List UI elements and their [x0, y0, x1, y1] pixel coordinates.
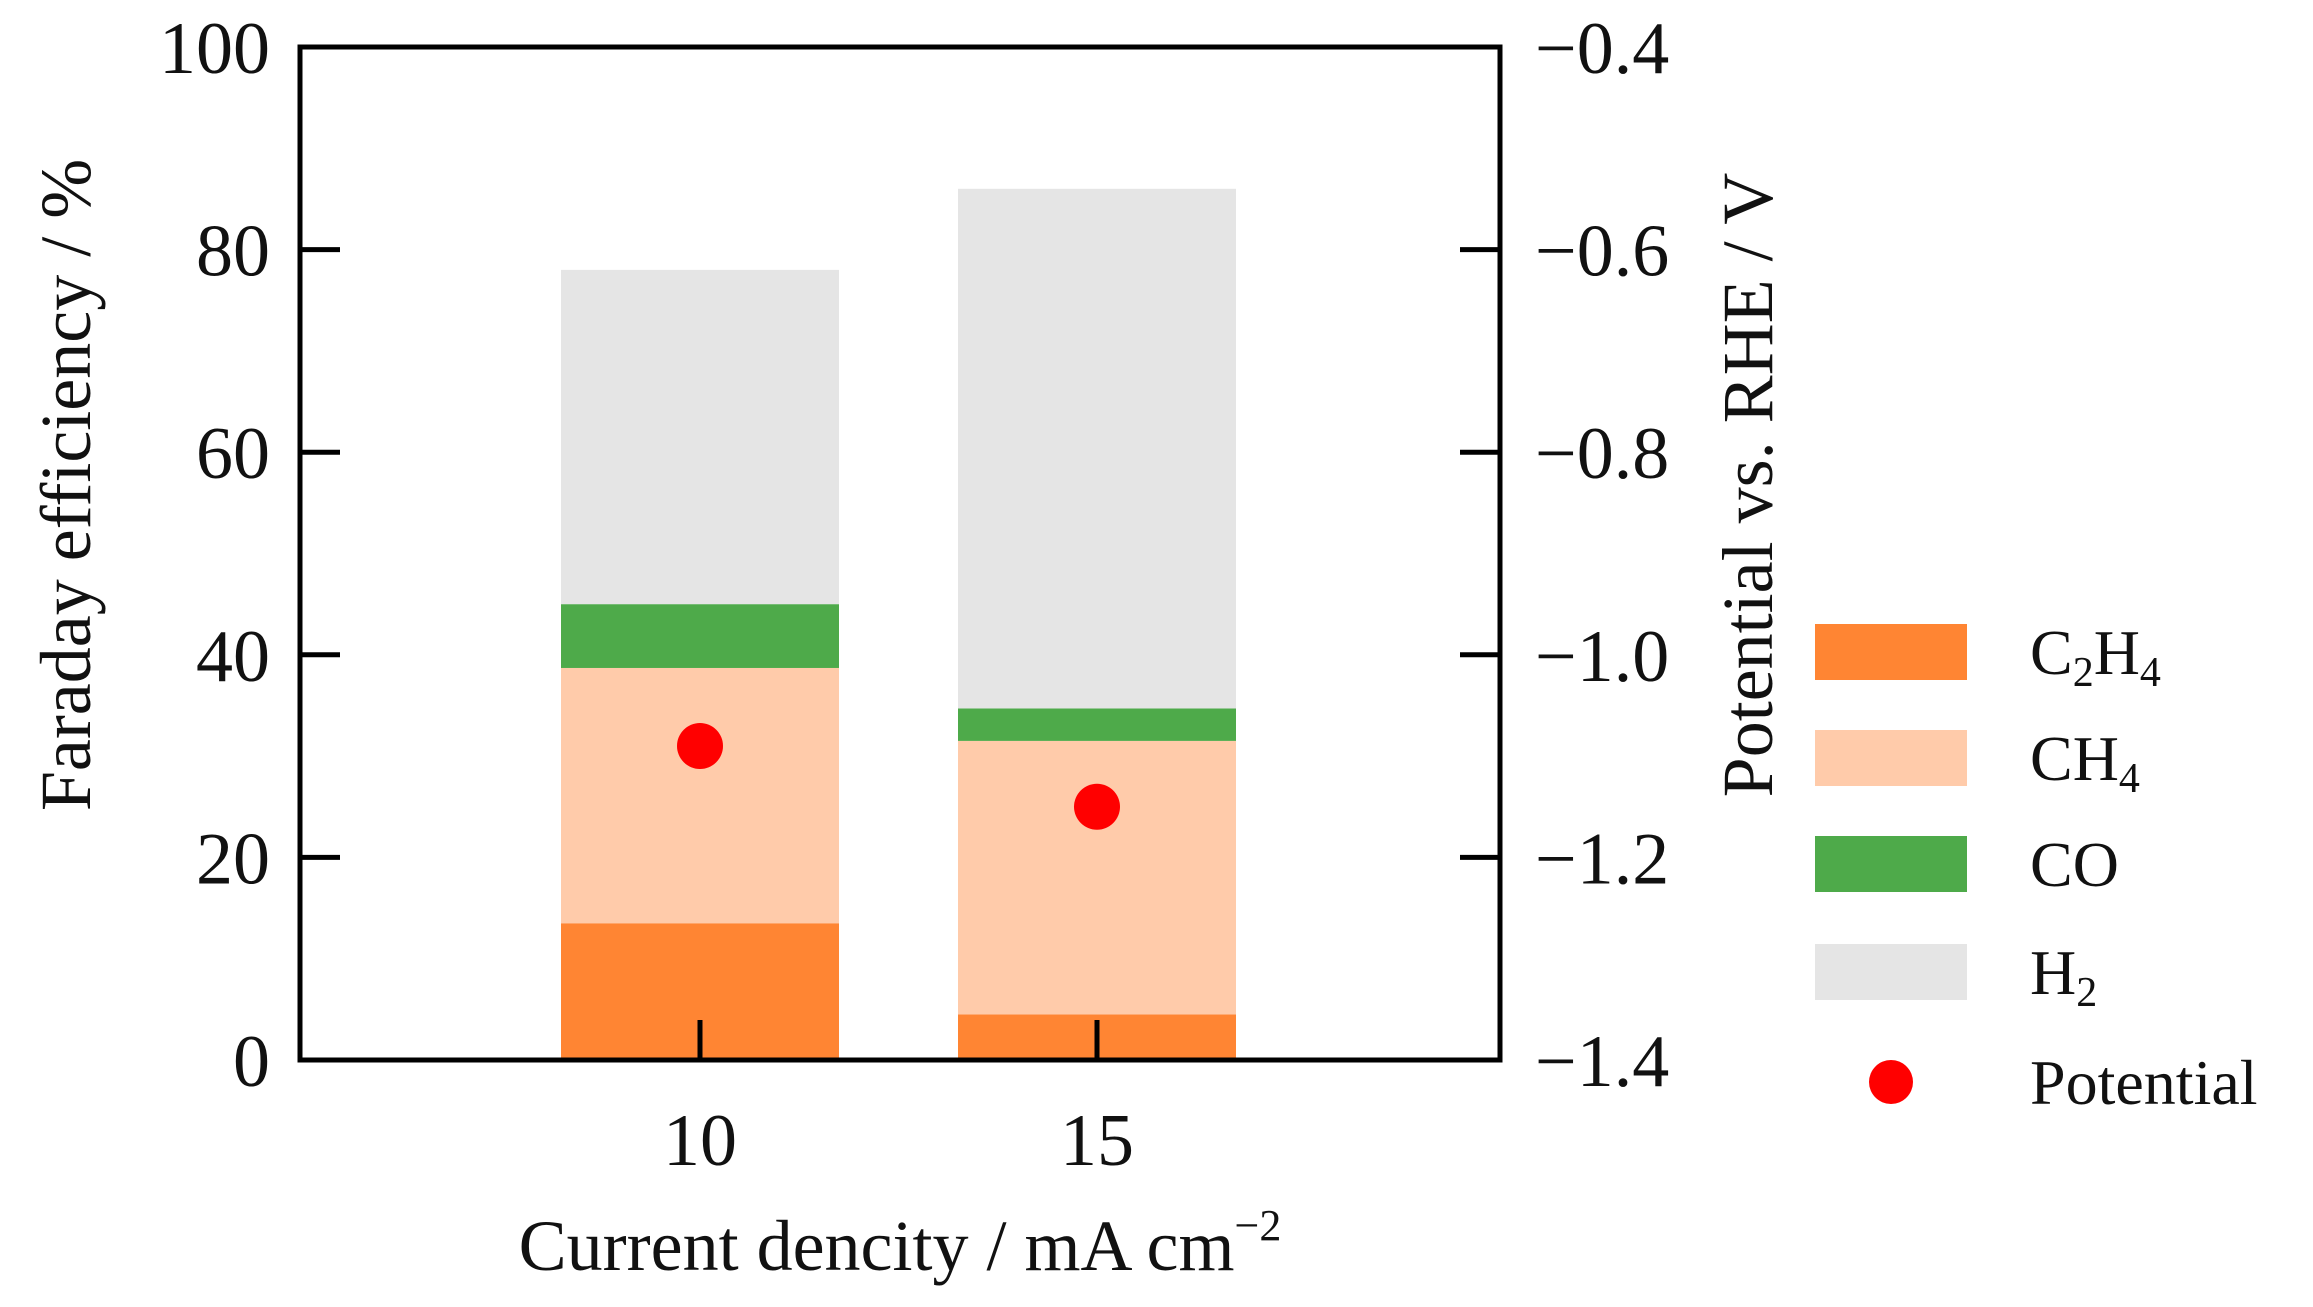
potential-points-layer — [677, 722, 1120, 830]
x-axis-title-main: Current dencity / mA cm — [519, 1206, 1235, 1286]
y-tick-label: 60 — [196, 413, 270, 495]
y2-tick-label: −1.2 — [1535, 818, 1669, 900]
bar-segment-1-cat-1 — [958, 740, 1236, 1015]
x-tick-label: 15 — [1060, 1100, 1134, 1182]
y-tick-label: 0 — [233, 1021, 270, 1103]
legend-label: H2 — [2030, 937, 2097, 1016]
bar-segment-3-cat-1 — [958, 188, 1236, 709]
x-axis-title: Current dencity / mA cm−2 — [519, 1201, 1282, 1286]
bar-segment-2-cat-1 — [958, 708, 1236, 741]
ticks-layer: 0 20 40 60 80 100 −1.4 −1.2 −1.0 −0.8 −0.6 −0.4 10 15 — [159, 8, 1669, 1182]
y2-tick-label: −1.0 — [1535, 616, 1669, 698]
y-tick-label: 20 — [196, 818, 270, 900]
legend-label: C2H4 — [2030, 617, 2161, 696]
y-tick-label: 100 — [159, 8, 270, 90]
y2-tick-label: −0.8 — [1535, 413, 1669, 495]
legend-label: CH4 — [2030, 723, 2140, 802]
potential-point — [1074, 783, 1120, 830]
bar-segment-2-cat-0 — [561, 604, 839, 668]
y-tick-label: 80 — [196, 211, 270, 293]
x-tick-label: 10 — [663, 1100, 737, 1182]
legend: C2H4 CH4 CO H2 Potential — [1815, 617, 2258, 1118]
legend-swatch — [1815, 944, 1967, 1000]
bar-segment-3-cat-0 — [561, 269, 839, 605]
x-axis-title-superscript: −2 — [1235, 1201, 1282, 1250]
legend-swatch — [1815, 730, 1967, 786]
bars-layer — [561, 188, 1236, 1060]
y2-axis-title: Potential vs. RHE / V — [1708, 173, 1788, 798]
legend-label-potential: Potential — [2030, 1047, 2258, 1118]
potential-point — [677, 722, 723, 769]
legend-swatch — [1815, 836, 1967, 892]
plot-frame — [297, 44, 1503, 1063]
legend-swatch — [1815, 624, 1967, 680]
y-axis-title: Faraday efficiency / % — [26, 159, 106, 811]
y2-tick-label: −0.4 — [1535, 8, 1669, 90]
y-tick-label: 40 — [196, 616, 270, 698]
legend-label: CO — [2030, 829, 2119, 900]
bar-segment-1-cat-0 — [561, 667, 839, 924]
legend-potential-marker — [1869, 1060, 1913, 1104]
y2-tick-label: −0.6 — [1535, 211, 1669, 293]
y2-tick-label: −1.4 — [1535, 1021, 1669, 1103]
